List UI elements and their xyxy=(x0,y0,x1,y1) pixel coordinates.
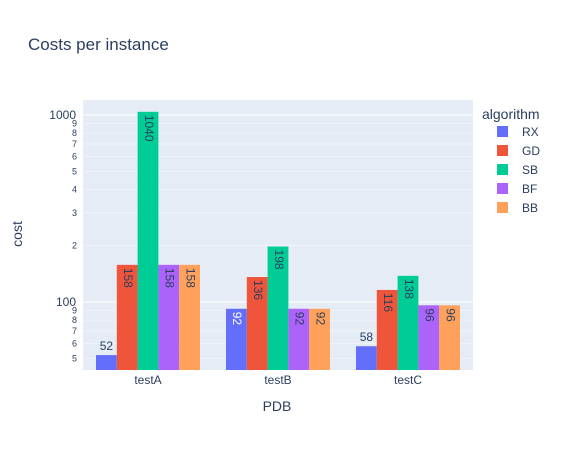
y-axis-title: cost xyxy=(9,221,25,247)
bar-value-label: 92 xyxy=(293,312,307,326)
y-tick-label-minor: 9 xyxy=(72,306,77,316)
legend-label-gd[interactable]: GD xyxy=(522,144,540,158)
bar-gd-testb xyxy=(246,277,268,370)
bar-value-label: 158 xyxy=(121,268,135,288)
legend-label-rx[interactable]: RX xyxy=(522,125,539,139)
y-tick-label-minor: 5 xyxy=(72,353,77,363)
bar-value-label: 1040 xyxy=(142,115,156,142)
y-tick-label-minor: 7 xyxy=(72,139,77,149)
bar-sb-testc xyxy=(397,275,419,370)
legend-swatch-gd[interactable] xyxy=(497,145,508,156)
legend-swatch-rx[interactable] xyxy=(497,126,508,137)
bar-bf-testc xyxy=(418,305,440,370)
legend-label-sb[interactable]: SB xyxy=(522,163,538,177)
bar-value-label: 136 xyxy=(251,280,265,300)
legend: algorithm RX GD SB BF BB xyxy=(482,106,540,215)
bar-rx-testa xyxy=(96,355,117,370)
x-tick-label: testA xyxy=(134,373,161,387)
y-tick-label-minor: 8 xyxy=(72,315,77,325)
y-tick-label-minor: 2 xyxy=(72,241,77,251)
bar-value-label: 58 xyxy=(360,330,374,344)
y-tick-label-minor: 6 xyxy=(72,338,77,348)
y-tick-label: 100 xyxy=(56,295,76,309)
bar-value-label: 92 xyxy=(230,312,244,326)
y-tick-label: 1000 xyxy=(49,108,76,122)
y-tick-label-minor: 6 xyxy=(72,151,77,161)
bar-sb-testb xyxy=(267,246,289,370)
bar-bf-testa xyxy=(158,264,180,370)
y-tick-label-minor: 3 xyxy=(72,208,77,218)
bar-value-label: 52 xyxy=(100,339,114,353)
bar-rx-testc xyxy=(356,346,377,370)
bar-value-label: 96 xyxy=(423,308,437,322)
bar-gd-testc xyxy=(376,289,398,370)
bars: 52 158 1040 158 158 92 136 198 92 92 58 116 138 96 96 xyxy=(96,111,460,371)
chart-title: Costs per instance xyxy=(28,35,169,54)
legend-title: algorithm xyxy=(482,106,540,122)
y-tick-label-minor: 4 xyxy=(72,184,77,194)
x-axis-title: PDB xyxy=(263,398,292,414)
legend-swatch-bb[interactable] xyxy=(497,202,508,213)
legend-swatch-sb[interactable] xyxy=(497,164,508,175)
x-tick-label: testC xyxy=(394,373,422,387)
bar-sb-testa xyxy=(137,111,159,371)
bar-bf-testb xyxy=(288,308,310,370)
legend-items: RX GD SB BF BB xyxy=(497,125,540,215)
bar-gd-testa xyxy=(116,264,138,370)
bar-bb-testa xyxy=(179,264,200,370)
x-axis-ticks: testA testB testC xyxy=(134,373,422,387)
bar-value-label: 92 xyxy=(313,312,327,326)
bar-bb-testb xyxy=(309,308,330,370)
bar-value-label: 198 xyxy=(272,250,286,270)
y-tick-label-minor: 7 xyxy=(72,326,77,336)
x-tick-label: testB xyxy=(264,373,291,387)
bar-rx-testb xyxy=(226,308,247,370)
legend-swatch-bf[interactable] xyxy=(497,183,508,194)
y-tick-label-minor: 5 xyxy=(72,166,77,176)
legend-label-bf[interactable]: BF xyxy=(522,182,537,196)
legend-label-bb[interactable]: BB xyxy=(522,201,538,215)
bar-value-label: 158 xyxy=(163,268,177,288)
y-tick-label-minor: 9 xyxy=(72,119,77,129)
bar-value-label: 96 xyxy=(443,308,457,322)
bar-value-label: 116 xyxy=(381,293,395,312)
y-tick-label-minor: 8 xyxy=(72,128,77,138)
bar-bb-testc xyxy=(439,305,460,370)
bar-value-label: 138 xyxy=(402,279,416,299)
bar-value-label: 158 xyxy=(183,268,197,288)
